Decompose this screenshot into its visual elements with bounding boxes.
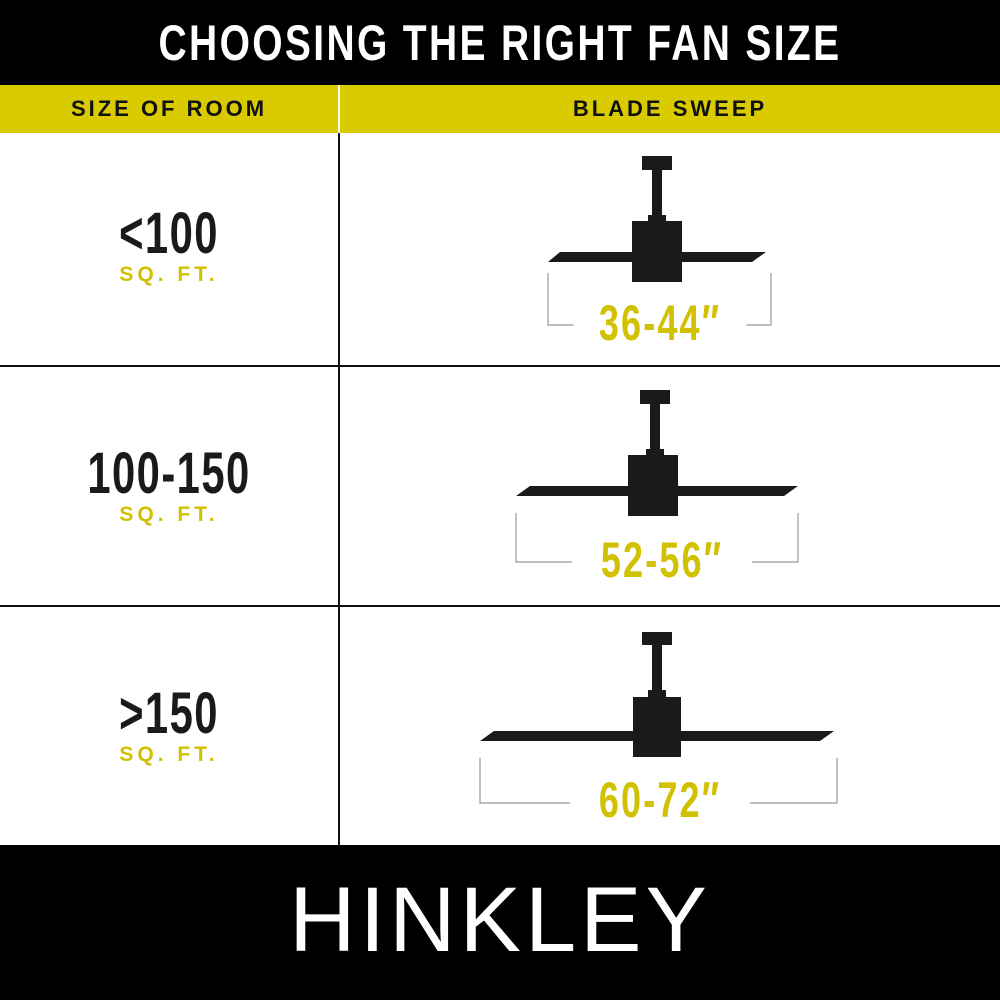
- row-divider: [0, 605, 1000, 607]
- footer-bar: [0, 845, 1000, 1000]
- column-header-bar: [0, 85, 1000, 133]
- room-size: >150: [119, 681, 219, 746]
- room-size-cell: <100 SQ. FT.: [0, 200, 338, 287]
- room-size-cell: >150 SQ. FT.: [0, 680, 338, 767]
- column-header-room: SIZE OF ROOM: [70, 96, 268, 121]
- column-header-sweep: BLADE SWEEP: [572, 96, 768, 121]
- row-divider: [0, 365, 1000, 367]
- column-divider: [338, 133, 340, 845]
- room-size-cell: 100-150 SQ. FT.: [0, 440, 338, 527]
- room-unit: SQ. FT.: [119, 743, 219, 766]
- room-size: 100-150: [87, 441, 251, 506]
- room-size: <100: [119, 201, 219, 266]
- title-bar: [0, 0, 1000, 85]
- blade-sweep-label: 52-56″: [575, 531, 749, 589]
- blade-sweep-label: 60-72″: [573, 771, 747, 829]
- page-title: CHOOSING THE RIGHT FAN SIZE: [158, 15, 842, 71]
- header-divider: [338, 85, 340, 133]
- room-unit: SQ. FT.: [119, 503, 219, 526]
- room-unit: SQ. FT.: [119, 263, 219, 286]
- blade-sweep-label: 36-44″: [573, 294, 747, 352]
- brand-logo: HINKLEY: [289, 869, 711, 971]
